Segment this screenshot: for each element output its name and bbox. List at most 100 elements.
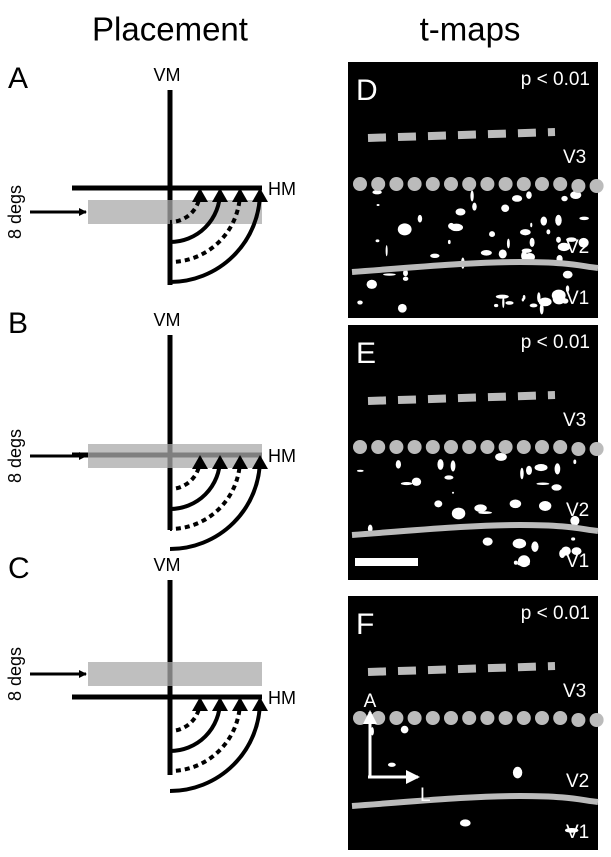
v2-boundary-dot xyxy=(589,713,604,727)
threshold: p < 0.01 xyxy=(521,69,590,90)
activation-blob xyxy=(447,239,451,245)
area-label: V3 xyxy=(563,410,586,431)
activation-blob xyxy=(557,242,571,252)
activation-blob xyxy=(376,203,380,207)
activation-blob xyxy=(387,762,396,767)
activation-blob xyxy=(565,285,570,293)
arc-arrowhead xyxy=(232,188,248,202)
activation-blob xyxy=(559,549,566,559)
vm-label: VM xyxy=(154,65,181,85)
v2-boundary-dot xyxy=(571,713,586,727)
arc xyxy=(169,700,262,793)
activation-blob xyxy=(555,214,562,226)
activation-blob xyxy=(520,467,524,480)
v1-boundary xyxy=(351,258,599,275)
v2-boundary-dot xyxy=(444,440,458,454)
arc-arrowhead xyxy=(192,188,208,202)
v2-boundary-dot xyxy=(425,440,440,454)
arc xyxy=(169,191,262,284)
activation-blob xyxy=(551,289,566,302)
activation-blob xyxy=(540,216,548,226)
v2-boundary-dot xyxy=(371,440,386,454)
hm-label: HM xyxy=(268,179,296,199)
arc xyxy=(169,700,242,773)
activation-blob xyxy=(571,537,576,541)
v3-boundary xyxy=(367,391,556,405)
v2-boundary-dot xyxy=(571,179,586,193)
arc-arrowhead xyxy=(192,455,208,469)
v2-boundary-dot xyxy=(444,177,458,191)
activation-blob xyxy=(357,300,363,305)
activation-blob xyxy=(513,560,518,565)
v3-boundary xyxy=(367,662,556,676)
v1-boundary xyxy=(351,521,599,538)
activation-blob xyxy=(478,511,493,515)
activation-blob xyxy=(417,214,423,223)
activation-blob xyxy=(571,547,582,555)
threshold: p < 0.01 xyxy=(521,603,590,624)
activation-blob xyxy=(437,459,444,470)
v2-boundary-dot xyxy=(498,440,513,454)
v3-boundary xyxy=(367,128,556,142)
activation-blob xyxy=(573,459,577,465)
activation-blob xyxy=(472,202,477,211)
axis-label: A xyxy=(364,691,377,712)
hm-label: HM xyxy=(268,688,296,708)
activation-blob xyxy=(526,465,532,475)
v2-boundary-dot xyxy=(589,179,604,193)
area-label: V2 xyxy=(566,771,589,792)
stimulus-band xyxy=(88,662,262,686)
activation-blob xyxy=(444,475,454,480)
arc-arrowhead xyxy=(212,455,228,469)
activation-blob xyxy=(502,297,505,309)
activation-blob xyxy=(561,195,568,202)
v2-boundary-dot xyxy=(516,440,531,454)
v2-boundary-dot xyxy=(498,177,513,191)
v2-boundary-dot xyxy=(480,177,495,191)
arc-arrowhead xyxy=(252,455,268,469)
v2-boundary-dot xyxy=(407,711,422,725)
activation-blob xyxy=(521,298,525,302)
activation-blob xyxy=(498,249,507,259)
activation-blob xyxy=(366,279,377,289)
activation-blob xyxy=(451,507,466,520)
area-label: V2 xyxy=(566,237,589,258)
arc xyxy=(169,191,242,264)
activation-blob xyxy=(400,725,409,734)
panel-letter: A xyxy=(8,62,28,95)
v2-boundary-dot xyxy=(571,442,586,456)
vm-label: VM xyxy=(154,555,181,575)
arc-arrowhead xyxy=(232,455,248,469)
activation-blob xyxy=(501,204,510,213)
activation-blob xyxy=(506,238,510,249)
activation-blob xyxy=(551,484,562,491)
panel-letter: C xyxy=(8,552,30,585)
activation-blob xyxy=(385,245,388,257)
v2-boundary-dot xyxy=(553,440,568,454)
activation-blob xyxy=(397,223,412,236)
activation-blob xyxy=(554,463,561,475)
v2-boundary-dot xyxy=(407,440,422,454)
v2-boundary-dot xyxy=(389,711,404,725)
activation-blob xyxy=(562,270,573,279)
size-label: 8 degs xyxy=(5,429,25,483)
v2-boundary-dot xyxy=(535,177,549,191)
v2-boundary-dot xyxy=(516,711,531,725)
area-label: V1 xyxy=(566,551,589,572)
activation-blob xyxy=(529,237,535,247)
activation-blob xyxy=(402,276,409,281)
arc-arrowhead xyxy=(192,697,208,711)
hm-label: HM xyxy=(268,446,296,466)
v2-boundary-dot xyxy=(353,711,367,725)
v2-boundary-dot xyxy=(371,711,386,725)
size-label: 8 degs xyxy=(5,185,25,239)
v1-boundary xyxy=(351,792,599,809)
v2-boundary-dot xyxy=(425,711,440,725)
v2-boundary-dot xyxy=(553,177,568,191)
arc-arrowhead xyxy=(232,697,248,711)
area-label: V1 xyxy=(566,288,589,309)
activation-blob xyxy=(495,294,509,299)
threshold: p < 0.01 xyxy=(521,332,590,353)
activation-blob xyxy=(411,477,422,486)
